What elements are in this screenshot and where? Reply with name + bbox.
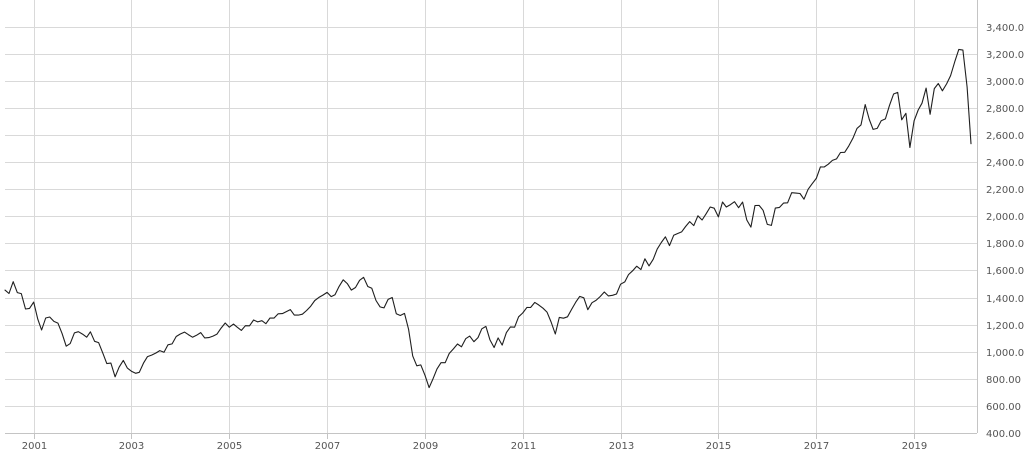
- x-tick-label: 2009: [413, 441, 438, 452]
- y-tick-label: 3,000.00: [986, 77, 1024, 88]
- y-tick-label: 3,400.00: [986, 23, 1024, 34]
- x-tick-label: 2015: [706, 441, 731, 452]
- y-tick-label: 2,000.00: [986, 212, 1024, 223]
- x-tick-label: 2019: [902, 441, 927, 452]
- x-tick-label: 2003: [119, 441, 144, 452]
- y-tick-label: 600.00: [986, 402, 1021, 413]
- x-tick-label: 2013: [609, 441, 634, 452]
- y-axis-tick-labels: 400.00 600.00 800.00 1,000.00 1,200.00 1,400.…: [986, 23, 1024, 440]
- y-tick-label: 2,800.00: [986, 104, 1024, 115]
- axes: [5, 0, 978, 439]
- y-tick-label: 2,200.00: [986, 185, 1024, 196]
- x-tick-label: 2005: [217, 441, 242, 452]
- y-tick-label: 2,400.00: [986, 158, 1024, 169]
- x-tick-label: 2001: [22, 441, 47, 452]
- y-tick-label: 1,400.00: [986, 294, 1024, 305]
- y-tick-label: 1,200.00: [986, 321, 1024, 332]
- horizontal-gridlines: [5, 27, 977, 434]
- x-tick-label: 2007: [315, 441, 340, 452]
- y-tick-label: 2,600.00: [986, 131, 1024, 142]
- series-line: [4, 48, 972, 389]
- series-group: [4, 48, 972, 389]
- y-tick-label: 1,600.00: [986, 266, 1024, 277]
- x-tick-label: 2011: [511, 441, 536, 452]
- x-tick-label: 2017: [804, 441, 829, 452]
- y-tick-label: 3,200.00: [986, 50, 1024, 61]
- y-tick-label: 400.00: [986, 429, 1021, 440]
- y-tick-label: 800.00: [986, 375, 1021, 386]
- x-axis-tick-labels: 2001 2003 2005 2007 2009 2011 2013 2015 2017 2019: [22, 441, 927, 452]
- y-tick-label: 1,800.00: [986, 239, 1024, 250]
- y-tick-label: 1,000.00: [986, 348, 1024, 359]
